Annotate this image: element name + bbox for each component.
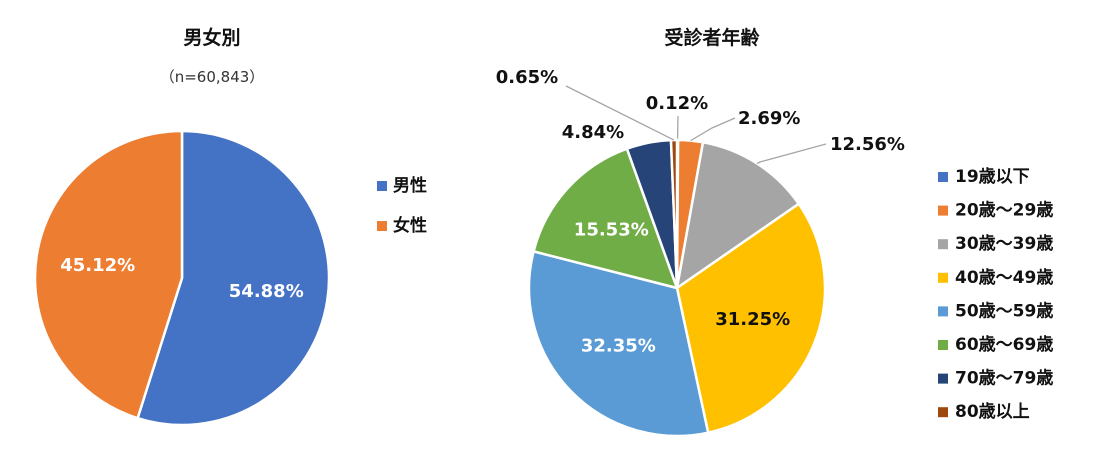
age-legend-swatch — [938, 272, 948, 283]
age-slice-label: 12.56% — [830, 134, 905, 155]
age-slice-label: 2.69% — [738, 108, 800, 129]
age-pie-slice — [669, 138, 679, 289]
age-legend-label: 20歳～29歳 — [955, 200, 1053, 221]
age-legend-label: 40歳～49歳 — [955, 267, 1053, 288]
age-leader-line — [565, 85, 675, 141]
age-slice-label: 4.84% — [562, 122, 624, 143]
age-legend-label: 30歳～39歳 — [955, 233, 1053, 254]
gender-pie-slice — [33, 129, 184, 420]
gender-pie: 54.88% 45.12% — [33, 129, 331, 427]
age-legend-swatch — [938, 172, 948, 182]
gender-legend-swatch — [377, 181, 387, 191]
age-legend-swatch — [938, 239, 948, 250]
age-slice-label: 31.25% — [715, 309, 790, 330]
age-pie-slice — [675, 202, 827, 435]
age-slice-label: 15.53% — [574, 219, 649, 240]
age-leader-line — [690, 117, 736, 142]
age-legend-label: 80歳以上 — [955, 401, 1030, 422]
age-leader-line — [756, 143, 827, 165]
gender-chart-subtitle: （n=60,843） — [160, 68, 265, 86]
gender-legend-label: 男性 — [393, 175, 427, 196]
age-legend-swatch — [938, 407, 948, 418]
gender-legend-swatch — [377, 221, 387, 231]
age-pie: 0.12% 2.69% 12.56% 31.25% 32.35% 15.53% 4.84% 0… — [496, 67, 905, 438]
age-legend-label: 19歳以下 — [955, 166, 1030, 187]
gender-legend-label: 女性 — [393, 215, 427, 236]
age-legend-swatch — [938, 373, 948, 384]
age-slice-label: 0.65% — [496, 67, 558, 88]
gender-slice-label: 45.12% — [60, 255, 135, 276]
age-legend-label: 60歳～69歳 — [955, 334, 1053, 355]
age-legend-swatch — [938, 205, 948, 216]
age-legend-swatch — [938, 340, 948, 350]
gender-pie-slice — [136, 129, 331, 427]
gender-chart-title: 男女別 — [183, 26, 240, 49]
age-chart-title: 受診者年齢 — [664, 26, 760, 49]
age-slice-label: 0.12% — [646, 93, 708, 114]
age-legend-label: 50歳～59歳 — [955, 300, 1053, 321]
age-slice-label: 32.35% — [581, 335, 656, 356]
age-legend-label: 70歳～79歳 — [955, 368, 1053, 389]
age-pie-chart: 受診者年齢 0.12% 2.69% 12.56% 31.25% 32.35% 15.53%… — [496, 26, 1053, 438]
age-legend: 19歳以下 20歳～29歳 30歳～39歳 40歳～49歳 50歳～59歳 60歳～69歳… — [938, 166, 1053, 422]
gender-slice-label: 54.88% — [229, 281, 304, 302]
age-legend-swatch — [938, 306, 948, 317]
age-pie-slice — [527, 249, 710, 438]
age-pie-slice — [532, 147, 679, 290]
